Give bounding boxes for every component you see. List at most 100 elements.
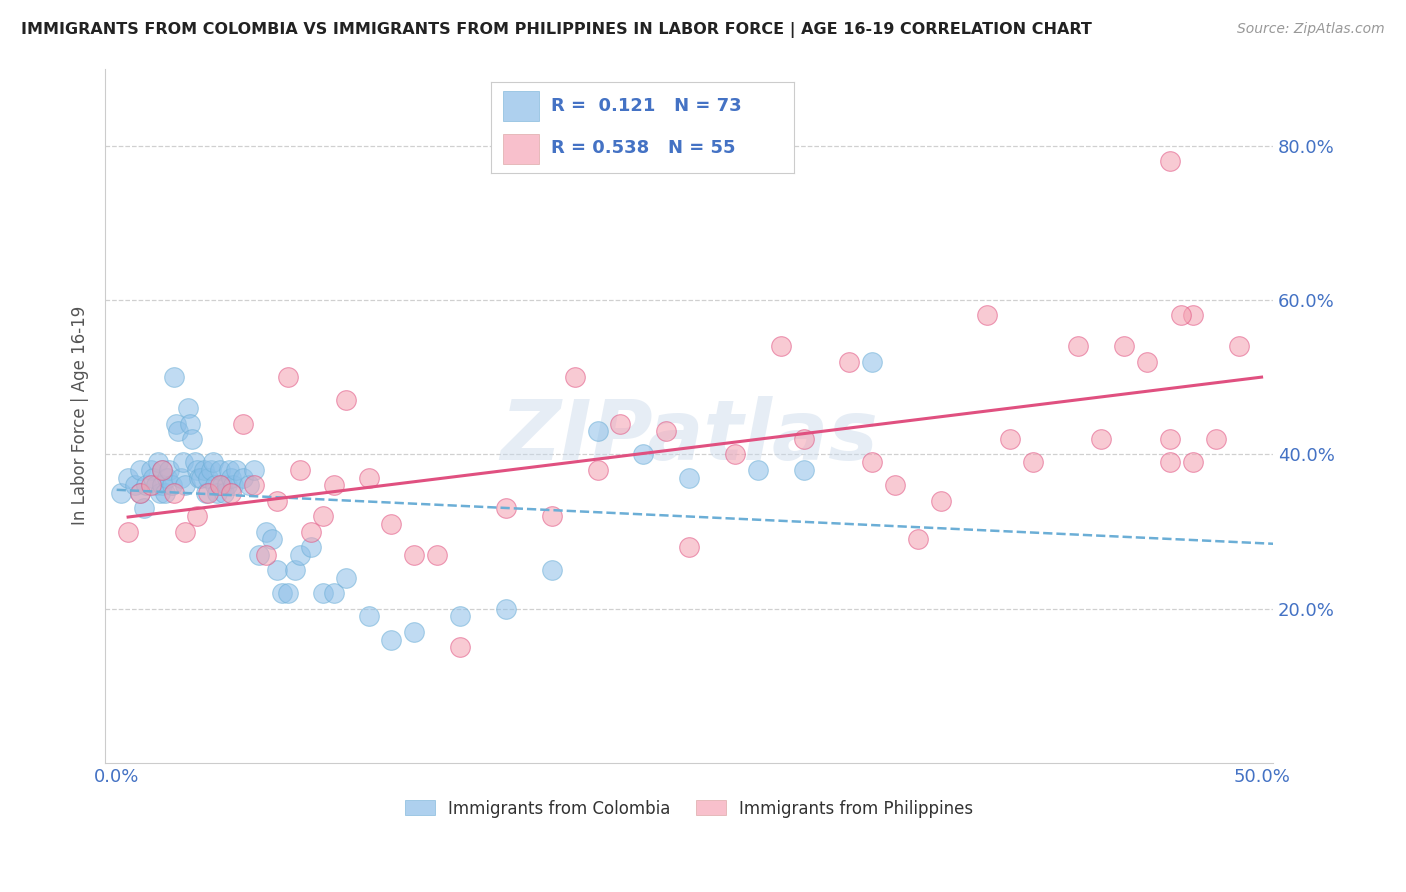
Text: ZIPatlas: ZIPatlas	[501, 396, 879, 477]
Point	[609, 417, 631, 431]
Point	[495, 501, 517, 516]
Point	[139, 478, 162, 492]
Point	[299, 524, 322, 539]
Point	[186, 463, 208, 477]
Y-axis label: In Labor Force | Age 16-19: In Labor Force | Age 16-19	[72, 306, 89, 525]
Point	[312, 586, 335, 600]
Point	[214, 486, 236, 500]
Point	[838, 355, 860, 369]
Point	[222, 478, 245, 492]
Point	[323, 586, 346, 600]
Point	[247, 548, 270, 562]
Point	[266, 563, 288, 577]
Point	[1159, 154, 1181, 169]
Point	[860, 355, 883, 369]
Point	[312, 509, 335, 524]
Point	[188, 470, 211, 484]
Point	[884, 478, 907, 492]
Point	[1021, 455, 1043, 469]
Point	[149, 486, 172, 500]
Point	[1114, 339, 1136, 353]
Point	[232, 417, 254, 431]
Point	[232, 470, 254, 484]
Point	[380, 516, 402, 531]
Point	[215, 478, 238, 492]
Point	[586, 463, 609, 477]
Point	[183, 455, 205, 469]
Point	[380, 632, 402, 647]
Point	[208, 478, 231, 492]
Point	[218, 463, 240, 477]
Point	[128, 486, 150, 500]
Point	[335, 571, 357, 585]
Point	[998, 432, 1021, 446]
Point	[219, 486, 242, 500]
Point	[152, 478, 174, 492]
Text: IMMIGRANTS FROM COLOMBIA VS IMMIGRANTS FROM PHILIPPINES IN LABOR FORCE | AGE 16-: IMMIGRANTS FROM COLOMBIA VS IMMIGRANTS F…	[21, 22, 1092, 38]
Point	[404, 624, 426, 639]
Point	[165, 417, 187, 431]
Point	[193, 463, 215, 477]
Point	[254, 524, 277, 539]
Point	[207, 486, 229, 500]
Point	[174, 478, 197, 492]
Point	[266, 493, 288, 508]
Point	[1227, 339, 1250, 353]
Point	[139, 463, 162, 477]
Point	[153, 486, 176, 500]
Point	[860, 455, 883, 469]
Point	[747, 463, 769, 477]
Point	[176, 401, 198, 416]
Point	[426, 548, 449, 562]
Point	[1067, 339, 1090, 353]
Point	[146, 455, 169, 469]
Point	[135, 478, 157, 492]
Point	[134, 501, 156, 516]
Point	[152, 463, 174, 477]
Point	[142, 470, 165, 484]
Point	[197, 486, 219, 500]
Point	[586, 424, 609, 438]
Point	[254, 548, 277, 562]
Point	[243, 463, 266, 477]
Point	[167, 424, 190, 438]
Point	[678, 470, 700, 484]
Point	[170, 470, 193, 484]
Point	[449, 609, 471, 624]
Point	[1181, 455, 1204, 469]
Point	[769, 339, 792, 353]
Point	[288, 463, 311, 477]
Point	[117, 524, 139, 539]
Point	[655, 424, 678, 438]
Point	[724, 447, 747, 461]
Point	[124, 478, 146, 492]
Point	[284, 563, 307, 577]
Point	[181, 432, 204, 446]
Point	[156, 470, 179, 484]
Point	[449, 640, 471, 655]
Legend: Immigrants from Colombia, Immigrants from Philippines: Immigrants from Colombia, Immigrants fro…	[398, 793, 980, 824]
Point	[404, 548, 426, 562]
Point	[1205, 432, 1227, 446]
Point	[208, 463, 231, 477]
Point	[907, 533, 929, 547]
Point	[1170, 309, 1192, 323]
Point	[157, 463, 180, 477]
Point	[174, 524, 197, 539]
Point	[117, 470, 139, 484]
Point	[163, 486, 186, 500]
Point	[678, 540, 700, 554]
Text: Source: ZipAtlas.com: Source: ZipAtlas.com	[1237, 22, 1385, 37]
Point	[270, 586, 292, 600]
Point	[323, 478, 346, 492]
Point	[200, 463, 222, 477]
Point	[190, 470, 212, 484]
Point	[194, 486, 217, 500]
Point	[793, 432, 815, 446]
Point	[204, 478, 226, 492]
Point	[219, 470, 242, 484]
Point	[160, 478, 183, 492]
Point	[1159, 432, 1181, 446]
Point	[976, 309, 998, 323]
Point	[564, 370, 586, 384]
